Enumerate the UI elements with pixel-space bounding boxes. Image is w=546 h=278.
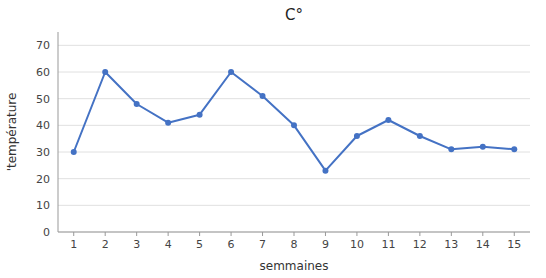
data-point — [134, 101, 140, 107]
y-tick-label: 10 — [36, 199, 50, 212]
chart-title: C° — [285, 6, 303, 24]
x-tick-label: 8 — [291, 238, 298, 251]
y-tick-label: 0 — [43, 226, 50, 239]
data-line — [74, 72, 515, 171]
grid-line — [58, 178, 530, 179]
x-tick — [388, 232, 389, 236]
y-tick-label: 40 — [36, 119, 50, 132]
y-tick-label: 20 — [36, 173, 50, 186]
grid-line — [58, 72, 530, 73]
x-tick-label: 7 — [259, 238, 266, 251]
x-tick — [451, 232, 452, 236]
chart-container: 010203040506070123456789101112131415C°se… — [0, 0, 546, 278]
data-point — [354, 133, 360, 139]
grid-line — [58, 45, 530, 46]
data-point — [417, 133, 423, 139]
grid-line — [58, 152, 530, 153]
x-tick-label: 5 — [196, 238, 203, 251]
x-tick-label: 3 — [133, 238, 140, 251]
x-tick — [482, 232, 483, 236]
x-tick — [325, 232, 326, 236]
x-tick-label: 11 — [381, 238, 395, 251]
data-point — [102, 69, 108, 75]
data-point — [197, 112, 203, 118]
x-tick-label: 14 — [476, 238, 490, 251]
x-tick — [199, 232, 200, 236]
x-tick-label: 9 — [322, 238, 329, 251]
background — [0, 0, 546, 278]
x-tick-label: 12 — [413, 238, 427, 251]
x-tick — [262, 232, 263, 236]
data-point — [448, 146, 454, 152]
y-tick-label: 50 — [36, 93, 50, 106]
grid-line — [58, 205, 530, 206]
x-tick — [419, 232, 420, 236]
plot-area — [71, 69, 518, 174]
grid-line — [58, 98, 530, 99]
data-point — [291, 122, 297, 128]
x-tick-label: 10 — [350, 238, 364, 251]
x-tick — [356, 232, 357, 236]
x-tick-label: 13 — [444, 238, 458, 251]
x-tick — [514, 232, 515, 236]
x-tick-label: 1 — [70, 238, 77, 251]
x-tick-label: 6 — [228, 238, 235, 251]
x-tick — [73, 232, 74, 236]
data-point — [480, 144, 486, 150]
x-tick — [105, 232, 106, 236]
data-point — [71, 149, 77, 155]
x-tick — [168, 232, 169, 236]
y-tick-label: 70 — [36, 39, 50, 52]
x-tick — [294, 232, 295, 236]
y-axis-label: 'température — [5, 93, 19, 172]
data-point — [228, 69, 234, 75]
y-tick-label: 60 — [36, 66, 50, 79]
y-axis-line — [58, 32, 59, 232]
y-tick-label: 30 — [36, 146, 50, 159]
data-point — [385, 117, 391, 123]
x-tick — [136, 232, 137, 236]
data-point — [165, 120, 171, 126]
x-tick-label: 4 — [165, 238, 172, 251]
x-tick-label: 2 — [102, 238, 109, 251]
x-tick-label: 15 — [507, 238, 521, 251]
data-point — [322, 168, 328, 174]
data-point — [511, 146, 517, 152]
x-tick — [231, 232, 232, 236]
x-axis-label: semmaines — [260, 259, 329, 273]
chart-svg: 010203040506070123456789101112131415C°se… — [0, 0, 546, 278]
data-point — [260, 93, 266, 99]
